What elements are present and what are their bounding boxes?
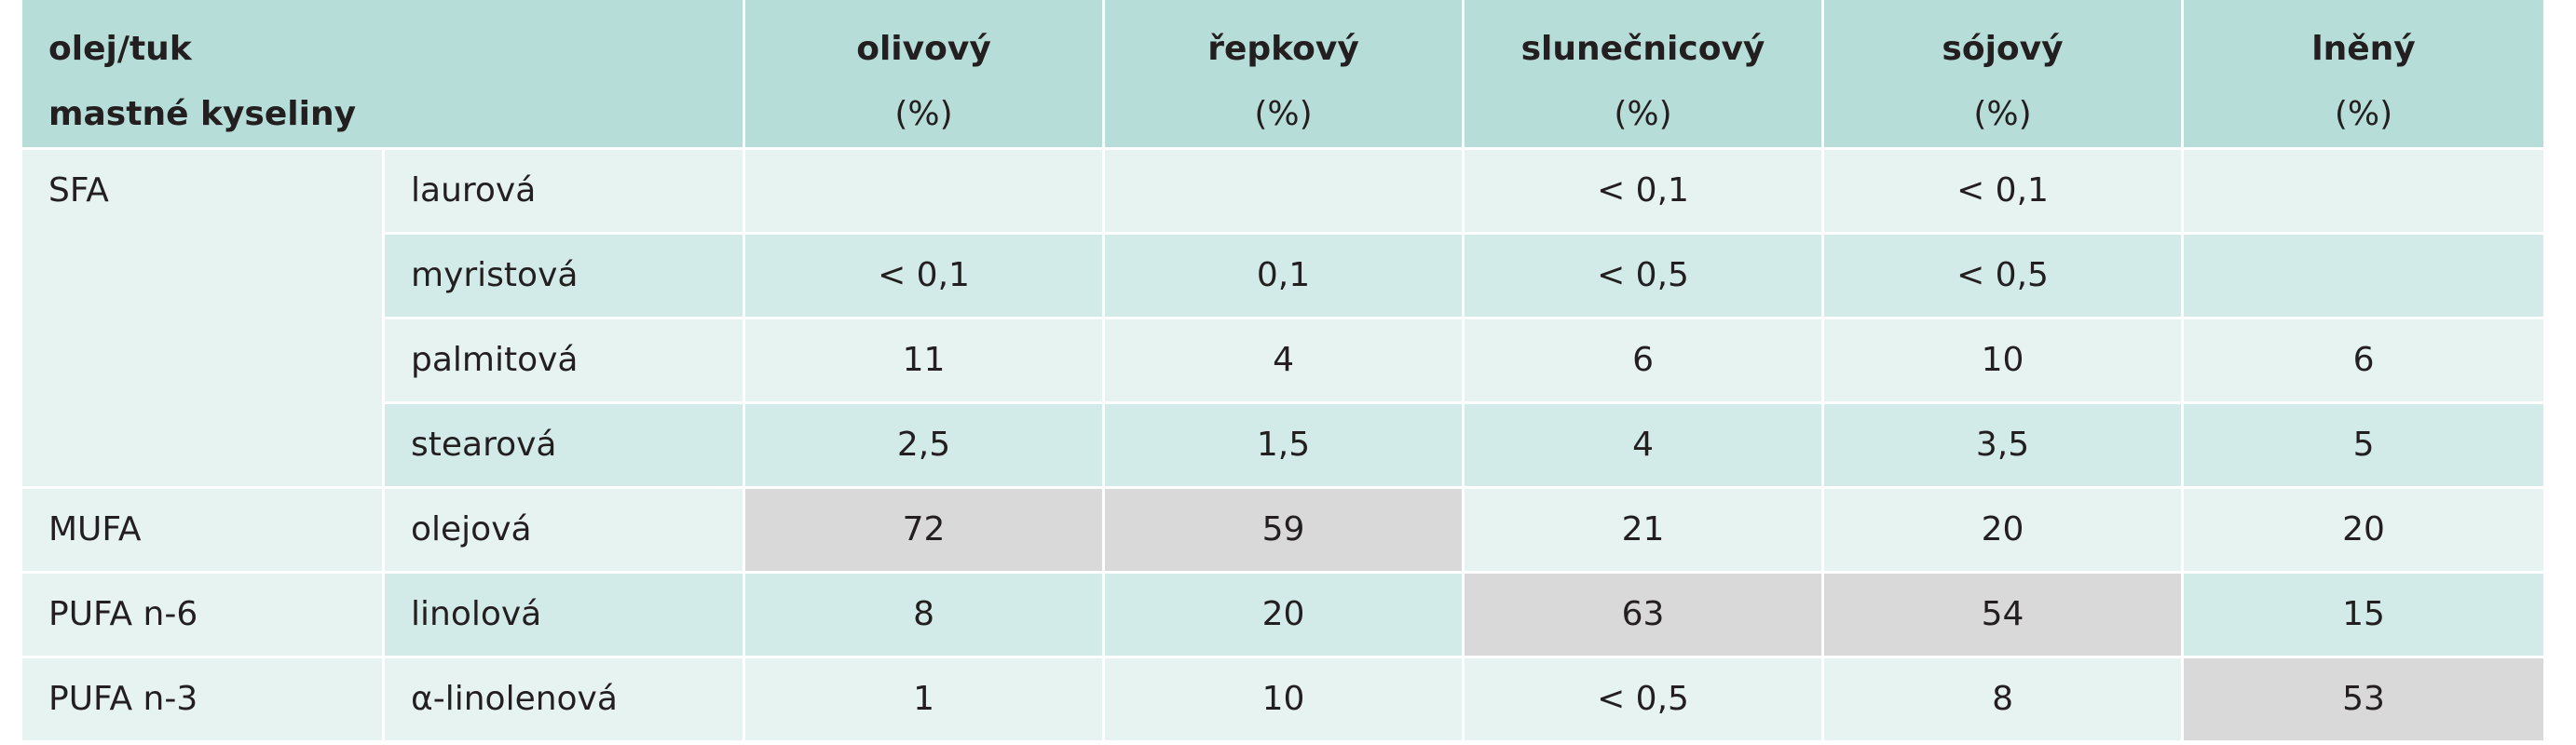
column-header-rapeseed: řepkový (%) (1105, 0, 1465, 150)
column-header-label: slunečnicový (1520, 30, 1765, 68)
table-cell: 10 (1824, 319, 2185, 404)
table-cell: 1 (745, 658, 1106, 743)
table-cell-highlighted: 63 (1465, 574, 1825, 658)
table-cell-highlighted: 59 (1105, 489, 1465, 574)
group-label-pufa-n3: PUFA n-3 (22, 658, 385, 743)
table-cell: 11 (745, 319, 1106, 404)
table-row: PUFA n-3 α-linolenová 1 10 < 0,5 8 53 (22, 658, 2544, 743)
table-cell: < 0,5 (1824, 235, 2185, 319)
table-cell: 2,5 (745, 404, 1106, 489)
group-label-mufa: MUFA (22, 489, 385, 574)
table-row: SFA laurová < 0,1 < 0,1 (22, 150, 2544, 489)
row-label-line2: mastné kyseliny (48, 95, 357, 133)
column-header-olive: olivový (%) (745, 0, 1106, 150)
table-cell: 20 (1105, 574, 1465, 658)
table-cell (1105, 150, 1465, 235)
column-header-label: olivový (856, 30, 991, 68)
acid-label: α-linolenová (385, 658, 746, 743)
header-row: olej/tuk mastné kyseliny olivový (%) řep… (22, 0, 2544, 150)
column-header-unit: (%) (2334, 95, 2393, 133)
table-cell: 5 (2184, 404, 2544, 489)
table-cell: 6 (2184, 319, 2544, 404)
group-label-sfa: SFA (22, 150, 385, 489)
acid-label: laurová (385, 150, 746, 235)
acid-label: linolová (385, 574, 746, 658)
table-row: MUFA olejová 72 59 21 20 20 (22, 489, 2544, 574)
table-cell: < 0,1 (1465, 150, 1825, 235)
column-header-unit: (%) (894, 95, 953, 133)
column-header-label: lněný (2311, 30, 2416, 68)
table-cell: 8 (745, 574, 1106, 658)
column-header-soy: sójový (%) (1824, 0, 2185, 150)
row-label-line1: olej/tuk (48, 30, 192, 68)
table-cell: 4 (1105, 319, 1465, 404)
table-cell-highlighted: 54 (1824, 574, 2185, 658)
acid-label: myristová (385, 235, 746, 319)
column-header-sunflower: slunečnicový (%) (1465, 0, 1825, 150)
table-cell-highlighted: 53 (2184, 658, 2544, 743)
column-header-label: sójový (1942, 30, 2064, 68)
table-cell: 4 (1465, 404, 1825, 489)
table-cell-highlighted: 72 (745, 489, 1106, 574)
table-cell: 6 (1465, 319, 1825, 404)
table-cell: 20 (1824, 489, 2185, 574)
table-row: palmitová 11 4 6 10 6 (22, 319, 2544, 404)
column-header-unit: (%) (1614, 95, 1672, 133)
column-header-unit: (%) (1973, 95, 2032, 133)
table-cell: 3,5 (1824, 404, 2185, 489)
table-cell: < 0,1 (745, 235, 1106, 319)
table-row: myristová < 0,1 0,1 < 0,5 < 0,5 (22, 235, 2544, 319)
table-cell: 1,5 (1105, 404, 1465, 489)
table-cell: 20 (2184, 489, 2544, 574)
table-cell: 21 (1465, 489, 1825, 574)
table-cell: < 0,1 (1824, 150, 2185, 235)
acid-label: stearová (385, 404, 746, 489)
table-row: PUFA n-6 linolová 8 20 63 54 15 (22, 574, 2544, 658)
table-row: stearová 2,5 1,5 4 3,5 5 (22, 404, 2544, 489)
column-header-unit: (%) (1254, 95, 1313, 133)
group-label-pufa-n6: PUFA n-6 (22, 574, 385, 658)
table-cell: 15 (2184, 574, 2544, 658)
fatty-acid-table: olej/tuk mastné kyseliny olivový (%) řep… (22, 0, 2544, 743)
column-header-label: řepkový (1207, 30, 1359, 68)
table-cell: 0,1 (1105, 235, 1465, 319)
table-cell: 10 (1105, 658, 1465, 743)
fatty-acid-table-container: olej/tuk mastné kyseliny olivový (%) řep… (22, 0, 2544, 743)
acid-label: palmitová (385, 319, 746, 404)
table-cell: < 0,5 (1465, 235, 1825, 319)
table-cell: < 0,5 (1465, 658, 1825, 743)
table-cell (2184, 235, 2544, 319)
table-cell (2184, 150, 2544, 235)
table-cell (745, 150, 1106, 235)
column-header-linseed: lněný (%) (2184, 0, 2544, 150)
table-cell: 8 (1824, 658, 2185, 743)
acid-label: olejová (385, 489, 746, 574)
row-label-header: olej/tuk mastné kyseliny (22, 0, 746, 150)
